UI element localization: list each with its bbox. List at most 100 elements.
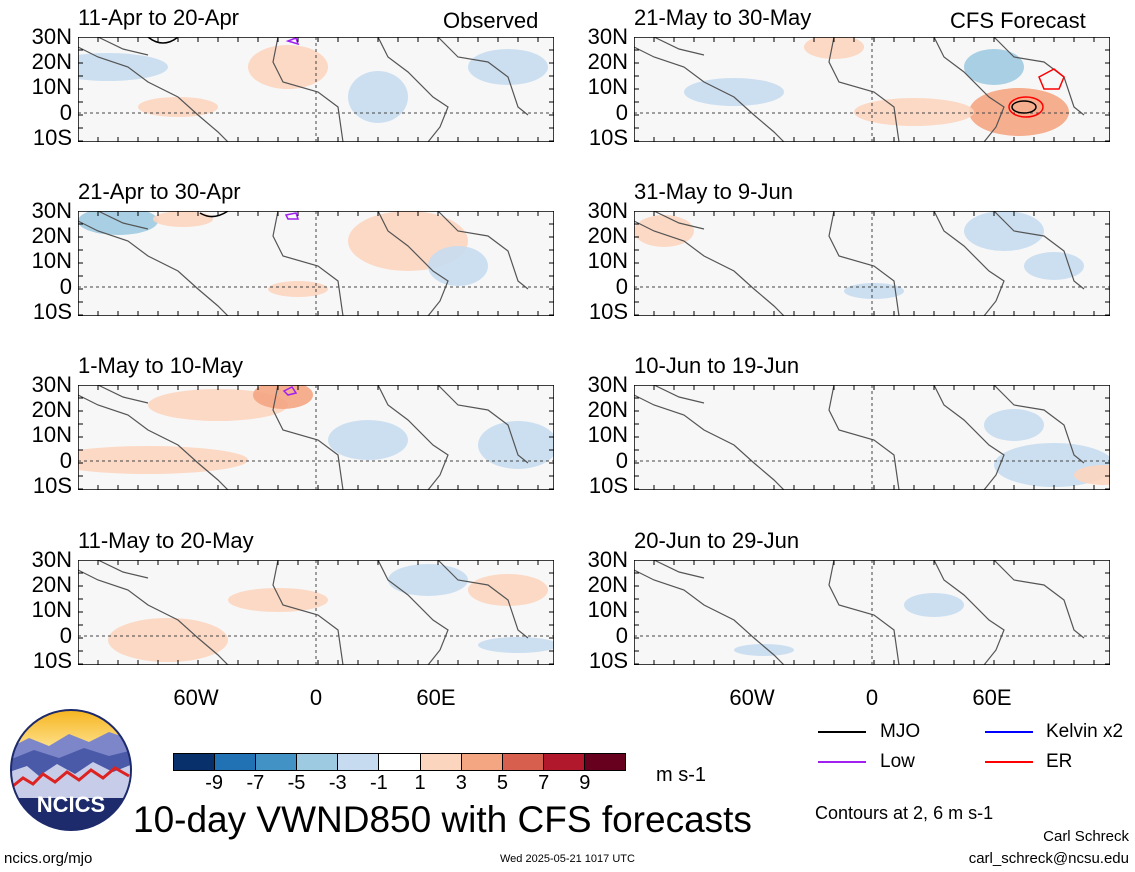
longitude-label: 0: [865, 685, 879, 710]
author-email[interactable]: carl_schreck@ncsu.edu: [968, 850, 1129, 867]
colorbar-tick: 3: [455, 772, 467, 794]
latitude-label: 30N: [31, 24, 72, 49]
anomaly-area: [328, 420, 408, 460]
map-panel: [634, 385, 1110, 490]
low-contour: [284, 212, 300, 220]
longitude-label: 60E: [972, 685, 1012, 710]
map-plot: [634, 37, 1110, 142]
latitude-label: 10N: [31, 248, 72, 273]
latitude-label: 20N: [31, 397, 72, 422]
legend-line-low: [818, 761, 866, 763]
legend-label-er: ER: [1046, 751, 1073, 772]
colorbar-cell: [543, 754, 585, 770]
colorbar-cell: [379, 754, 421, 770]
latitude-label: 10S: [588, 299, 628, 324]
map-panel: [78, 560, 554, 665]
latitude-label: 10N: [587, 248, 628, 273]
latitude-label: 20N: [587, 397, 628, 422]
latitude-label: 30N: [587, 547, 628, 572]
latitude-label: 30N: [587, 24, 628, 49]
anomaly-area: [388, 564, 468, 596]
latitude-label: 10S: [588, 473, 628, 498]
anomaly-area: [734, 644, 794, 656]
ncics-url[interactable]: ncics.org/mjo: [4, 850, 93, 867]
map-plot: [78, 560, 554, 665]
author: Carl Schreck: [1043, 828, 1129, 845]
legend-line-er: [985, 761, 1033, 763]
map-plot: [634, 560, 1110, 665]
anomaly-area: [78, 53, 168, 81]
longitude-label: 60W: [173, 685, 219, 710]
panel-title: 21-May to 30-May: [634, 5, 812, 30]
latitude-label: 20N: [31, 223, 72, 248]
er-contour: [1038, 68, 1065, 90]
panel-title: 1-May to 10-May: [78, 353, 244, 378]
colorbar: [173, 753, 626, 771]
timestamp: Wed 2025-05-21 1017 UTC: [500, 853, 635, 865]
anomaly-area: [78, 446, 248, 474]
colorbar-cell: [338, 754, 380, 770]
anomaly-area: [428, 246, 488, 286]
colorbar-cell: [461, 754, 503, 770]
anomaly-area: [904, 593, 964, 617]
legend-line-kelvin: [985, 731, 1033, 733]
latitude-label: 20N: [587, 572, 628, 597]
anomaly-area: [478, 637, 554, 653]
latitude-label: 20N: [587, 49, 628, 74]
map-panel: [78, 37, 554, 142]
panel-title: 20-Jun to 29-Jun: [634, 528, 800, 553]
colorbar-cell: [174, 754, 216, 770]
colorbar-tick: -3: [328, 772, 347, 794]
map-plot: [634, 385, 1110, 490]
latitude-label: 0: [59, 623, 72, 648]
coastlines: [78, 37, 529, 142]
latitude-label: 0: [615, 274, 628, 299]
anomaly-area: [478, 421, 554, 469]
anomaly-area: [964, 211, 1044, 251]
latitude-label: 30N: [31, 547, 72, 572]
panel-title: 11-May to 20-May: [78, 528, 254, 553]
latitude-label: 10N: [587, 422, 628, 447]
anomaly-area: [684, 78, 784, 106]
latitude-label: 10N: [587, 597, 628, 622]
panel-title: 31-May to 9-Jun: [634, 179, 793, 204]
latitude-label: 20N: [587, 223, 628, 248]
colorbar-tick: 5: [496, 772, 509, 794]
panel-title: 10-Jun to 19-Jun: [634, 353, 800, 378]
colorbar-cell: [256, 754, 298, 770]
anomaly-area: [228, 588, 328, 612]
legend-label-kelvin: Kelvin x2: [1046, 721, 1124, 742]
low-contour: [282, 386, 298, 396]
anomaly-area: [964, 49, 1024, 85]
panel-title: 21-Apr to 30-Apr: [78, 179, 241, 204]
latitude-label: 0: [615, 448, 628, 473]
anomaly-area: [248, 45, 328, 89]
logo-text: NCICS: [37, 792, 105, 817]
anomaly-area: [468, 574, 548, 606]
anomaly-area: [1074, 465, 1110, 485]
map-plot: [78, 37, 554, 142]
mjo-contour: [147, 37, 179, 44]
map-panel: [634, 37, 1110, 142]
anomaly-area: [468, 49, 548, 85]
map-plot: [78, 211, 554, 316]
anomaly-area: [1024, 252, 1084, 280]
colorbar-tick: 1: [414, 772, 426, 794]
longitude-label: 60W: [729, 685, 775, 710]
colorbar-tick: -5: [287, 772, 306, 794]
map-panel: [78, 385, 554, 490]
low-contour: [285, 37, 300, 46]
latitude-label: 10S: [32, 299, 72, 324]
mjo-contour: [1011, 100, 1037, 114]
colorbar-cell: [420, 754, 462, 770]
panel-title: 11-Apr to 20-Apr: [78, 5, 240, 30]
er-contour: [1008, 96, 1044, 118]
latitude-label: 20N: [31, 49, 72, 74]
latitude-label: 20N: [31, 572, 72, 597]
longitude-label: 0: [309, 685, 323, 710]
anomaly-area: [78, 211, 158, 235]
latitude-label: 0: [59, 448, 72, 473]
latitude-label: 10N: [31, 74, 72, 99]
anomaly-area: [253, 385, 313, 409]
anomaly-area: [804, 37, 864, 59]
